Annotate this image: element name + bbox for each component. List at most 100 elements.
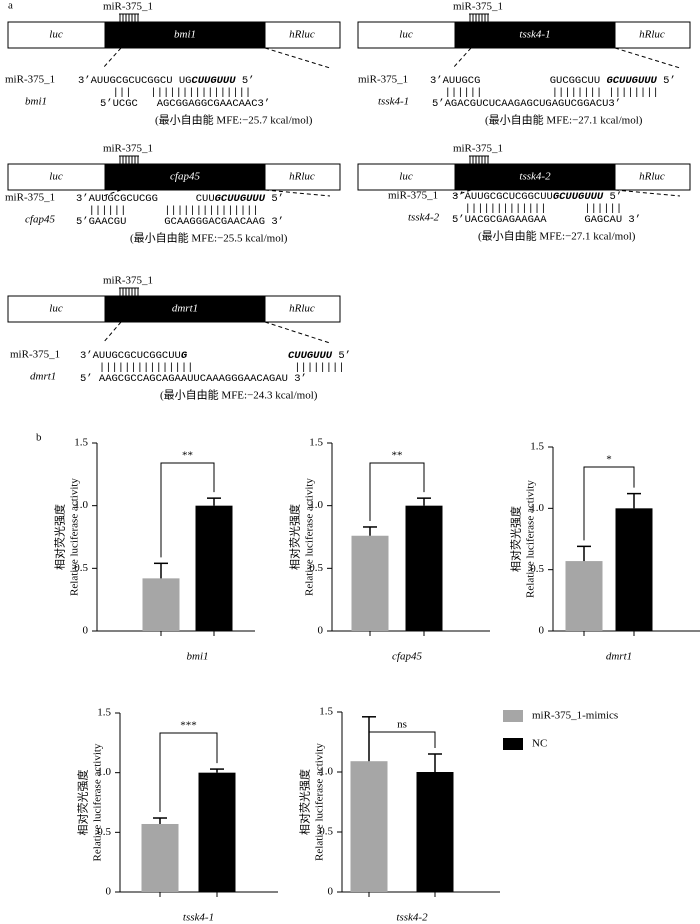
mirna-label: miR-375_1 bbox=[103, 1, 153, 13]
significance-label: * bbox=[606, 454, 612, 466]
bar bbox=[350, 761, 388, 892]
hrluc-box bbox=[264, 163, 341, 191]
gene-label: tssk4-2 bbox=[519, 171, 551, 183]
y-tick-label: 1.5 bbox=[309, 437, 323, 449]
bonds: |||||| ||||||||||||||| bbox=[76, 205, 259, 217]
seq-segment: GCUUGUUU bbox=[553, 191, 604, 203]
mirna-seq: 3’AUUGCG GUCGGCUU GCUUGUUU 5’ bbox=[430, 75, 676, 87]
luc-label: luc bbox=[49, 303, 63, 315]
seq-segment: 3’AUUGCG GUCGGCUU bbox=[430, 75, 606, 87]
mirna-label: miR-375_1 bbox=[103, 143, 153, 155]
dash-line bbox=[264, 189, 331, 197]
target-name: bmi1 bbox=[25, 96, 47, 108]
gene-box bbox=[104, 295, 266, 323]
mirna-seq: 3’AUUGCGCUCGGCUUGCUUGUUU 5’ bbox=[452, 191, 622, 203]
seq-segment: G bbox=[181, 350, 188, 362]
legend-label: NC bbox=[532, 738, 547, 750]
mirna-name: miR-375_1 bbox=[5, 74, 55, 86]
bar bbox=[405, 505, 443, 631]
mirna-name: miR-375_1 bbox=[10, 349, 60, 361]
mirna-name: miR-375_1 bbox=[358, 74, 408, 86]
significance-bracket bbox=[583, 466, 635, 541]
mfe: (最小自由能 MFE:−24.3 kcal/mol) bbox=[160, 388, 318, 402]
mirna-name: miR-375_1 bbox=[388, 190, 438, 202]
bar bbox=[195, 505, 233, 631]
bar bbox=[416, 772, 454, 892]
luc-label: luc bbox=[49, 29, 63, 41]
y-tick-label: 1.0 bbox=[319, 766, 333, 778]
y-tick-label: 0.5 bbox=[74, 562, 88, 574]
x-axis-title: dmrt1 bbox=[606, 651, 632, 663]
mfe: (最小自由能 MFE:−27.1 kcal/mol) bbox=[478, 229, 636, 243]
dash-line bbox=[264, 47, 331, 69]
bar bbox=[565, 561, 603, 631]
target-name: tssk4-2 bbox=[408, 212, 440, 224]
gene-box bbox=[454, 163, 616, 191]
mfe: (最小自由能 MFE:−25.5 kcal/mol) bbox=[130, 231, 288, 245]
gene-label: tssk4-1 bbox=[519, 29, 550, 41]
mfe: (最小自由能 MFE:−25.7 kcal/mol) bbox=[155, 113, 313, 127]
dash-line bbox=[102, 189, 122, 197]
x-axis-title: tssk4-2 bbox=[396, 912, 428, 924]
y-axis-title: Relative luciferase activity bbox=[314, 743, 326, 861]
hrluc-label: hRluc bbox=[639, 171, 665, 183]
mirna-seq: 3’AUUGCGCUCGGCU UGCUUGUUU 5’ bbox=[78, 75, 254, 87]
significance-bracket bbox=[368, 731, 436, 748]
significance-label: ** bbox=[392, 450, 403, 462]
y-tick-label: 0 bbox=[539, 625, 545, 637]
luc-label: luc bbox=[399, 29, 413, 41]
y-axis-title-cn: 相对荧光强度 bbox=[298, 769, 312, 835]
seq-segment bbox=[187, 350, 288, 362]
significance-label: ** bbox=[182, 450, 193, 462]
bar bbox=[351, 535, 389, 631]
hrluc-box bbox=[264, 21, 341, 49]
mirna-seq: 3’AUUGCGCUCGG CUUGCUUGUUU 5’ bbox=[76, 193, 284, 205]
panel-label: b bbox=[36, 432, 42, 444]
y-axis-title-cn: 相对荧光强度 bbox=[288, 504, 302, 570]
target-name: dmrt1 bbox=[30, 371, 56, 383]
luc-label: luc bbox=[49, 171, 63, 183]
panel-label: a bbox=[8, 0, 13, 12]
y-axis-title: Relative luciferase activity bbox=[525, 480, 537, 598]
y-tick-label: 0.5 bbox=[309, 562, 323, 574]
y-tick-label: 1.0 bbox=[309, 499, 323, 511]
significance-bracket bbox=[159, 732, 218, 813]
x-axis-title: tssk4-1 bbox=[183, 912, 214, 924]
mirna-seq: 3’AUUGCGCUCGGCUUG CUUGUUU 5’ bbox=[80, 350, 351, 362]
significance-bracket bbox=[160, 462, 215, 558]
bar bbox=[142, 578, 180, 631]
luc-box bbox=[7, 295, 106, 323]
y-tick-label: 1.5 bbox=[319, 706, 333, 718]
significance-label: ns bbox=[397, 719, 407, 731]
target-seq: 5’ AAGCGCCAGCAGAAUUCAAAGGGAACAGAU 3’ bbox=[80, 373, 307, 385]
dash-line bbox=[102, 321, 122, 344]
significance-bracket bbox=[369, 462, 425, 521]
target-name: tssk4-1 bbox=[378, 96, 409, 108]
legend-label: miR-375_1-mimics bbox=[532, 710, 618, 722]
seq-segment: 5’ bbox=[657, 75, 676, 87]
y-tick-label: 0.5 bbox=[319, 826, 333, 838]
y-tick-label: 1.0 bbox=[74, 499, 88, 511]
mirna-label: miR-375_1 bbox=[453, 1, 503, 13]
target-seq: 5’UCGC AGCGGAGGCGAACAAC3’ bbox=[100, 98, 270, 110]
gene-box bbox=[104, 21, 266, 49]
dash-line bbox=[452, 189, 472, 197]
y-tick-label: 0 bbox=[83, 625, 89, 637]
y-axis-title-cn: 相对荧光强度 bbox=[509, 506, 523, 572]
seq-segment: 3’AUUGCGCUCGG CUU bbox=[76, 193, 215, 205]
hrluc-label: hRluc bbox=[289, 303, 315, 315]
y-axis-title: Relative luciferase activity bbox=[304, 478, 316, 596]
luc-box bbox=[357, 163, 456, 191]
hrluc-label: hRluc bbox=[289, 29, 315, 41]
x-axis-title: bmi1 bbox=[187, 651, 209, 663]
dash-line bbox=[102, 47, 122, 69]
y-tick-label: 1.5 bbox=[74, 437, 88, 449]
luc-box bbox=[7, 163, 106, 191]
mirna-name: miR-375_1 bbox=[5, 192, 55, 204]
seq-segment: 3’AUUGCGCUCGGCUU bbox=[80, 350, 181, 362]
target-name: cfap45 bbox=[25, 214, 55, 226]
bar bbox=[615, 508, 653, 631]
y-tick-label: 0.5 bbox=[97, 826, 111, 838]
bonds: ||||||||||||||| |||||||| bbox=[80, 362, 345, 374]
